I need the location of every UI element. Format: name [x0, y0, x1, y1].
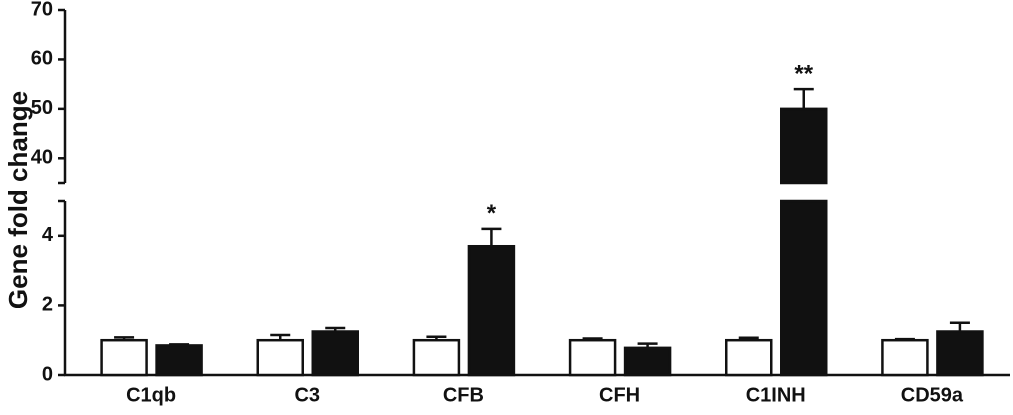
significance-mark: *	[487, 200, 497, 227]
bar	[256, 338, 304, 377]
x-tick-label: C3	[294, 384, 320, 406]
bar	[568, 338, 617, 377]
bar	[311, 330, 359, 377]
bar	[725, 338, 773, 377]
y-tick-label: 50	[31, 97, 53, 119]
bar	[155, 344, 203, 377]
bar	[780, 199, 828, 377]
y-tick-label: 2	[42, 294, 53, 316]
y-tick-label: 0	[42, 363, 53, 385]
y-tick-label: 60	[31, 48, 53, 70]
bar	[780, 107, 828, 185]
y-tick-label: 40	[31, 147, 53, 169]
bar	[412, 338, 461, 377]
x-tick-label: CD59a	[901, 384, 964, 406]
bar	[467, 244, 516, 377]
x-tick-label: C1qb	[126, 384, 176, 406]
x-tick-label: CFH	[599, 384, 640, 406]
bar	[881, 338, 929, 377]
bar	[936, 330, 984, 377]
bar	[100, 338, 148, 377]
y-tick-label: 70	[31, 0, 53, 20]
x-tick-label: CFB	[443, 384, 484, 406]
significance-mark: **	[794, 60, 813, 87]
y-tick-label: 4	[42, 224, 54, 246]
y-axis-label: Gene fold change	[3, 91, 33, 309]
x-tick-label: C1INH	[746, 384, 806, 406]
bar	[623, 346, 672, 377]
